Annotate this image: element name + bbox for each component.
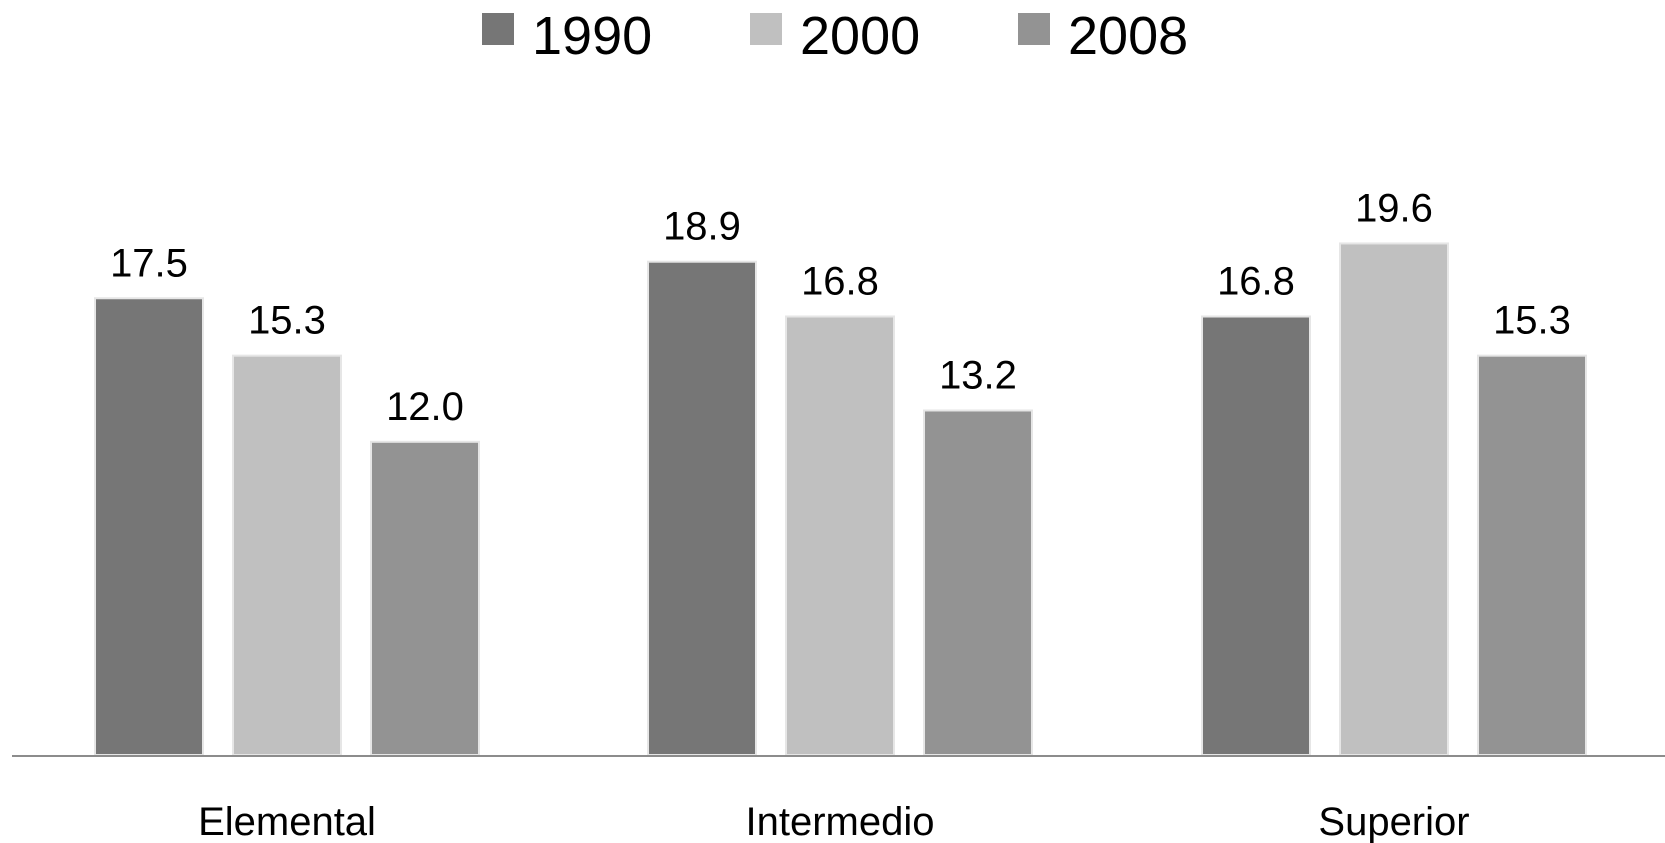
- x-axis-categories: Elemental Intermedio Superior: [198, 800, 1470, 843]
- bar-1990-superior: [1201, 315, 1311, 756]
- plot-area: 17.5 18.9 16.8 15.3 16.8 19.6 12.0 13.2 15.3: [94, 186, 1587, 756]
- legend-label-2000: 2000: [800, 6, 920, 66]
- data-label: 13.2: [939, 353, 1017, 397]
- legend-swatch-2000: [750, 13, 782, 45]
- data-label: 19.6: [1355, 186, 1433, 230]
- bar-1990-intermedio: [647, 260, 757, 756]
- data-label: 15.3: [1493, 299, 1571, 343]
- legend-swatch-1990: [482, 13, 514, 45]
- category-label-superior: Superior: [1318, 800, 1469, 843]
- data-label: 17.5: [110, 241, 188, 285]
- bar-2000-intermedio: [785, 315, 895, 756]
- category-label-elemental: Elemental: [198, 800, 376, 843]
- bar-2000-superior: [1339, 242, 1449, 756]
- legend-label-2008: 2008: [1068, 6, 1188, 66]
- data-label: 16.8: [801, 260, 879, 304]
- legend-label-1990: 1990: [532, 6, 652, 66]
- bar-2008-superior: [1477, 354, 1587, 756]
- bar-1990-elemental: [94, 297, 204, 756]
- data-label: 16.8: [1217, 260, 1295, 304]
- data-label: 12.0: [386, 385, 464, 429]
- data-label: 18.9: [663, 205, 741, 249]
- legend-swatch-2008: [1018, 13, 1050, 45]
- category-label-intermedio: Intermedio: [746, 800, 935, 843]
- bar-2000-elemental: [232, 354, 342, 756]
- bar-2008-elemental: [370, 440, 480, 756]
- data-label: 15.3: [248, 299, 326, 343]
- bar-2008-intermedio: [923, 409, 1033, 756]
- chart-legend: 1990 2000 2008: [482, 6, 1188, 66]
